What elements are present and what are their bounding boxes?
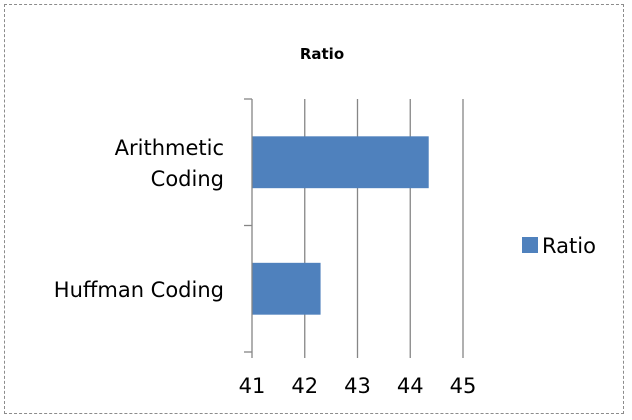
chart-title: Ratio xyxy=(300,45,344,63)
x-tick-label-42: 42 xyxy=(291,374,318,398)
legend-label-ratio: Ratio xyxy=(542,234,596,258)
bar-huffman-coding xyxy=(252,262,321,315)
x-tick-label-44: 44 xyxy=(397,374,424,398)
bars xyxy=(252,136,429,315)
x-tick-label-41: 41 xyxy=(239,374,266,398)
chart-frame xyxy=(4,4,624,414)
category-label-arithmetic-coding-line-1: Coding xyxy=(151,167,224,191)
legend-swatch-ratio xyxy=(522,237,538,253)
legend: Ratio xyxy=(522,234,596,258)
category-label-arithmetic-coding-line-0: Arithmetic xyxy=(115,136,224,160)
x-tick-label-43: 43 xyxy=(344,374,371,398)
bar-arithmetic-coding xyxy=(252,136,429,189)
x-tick-label-45: 45 xyxy=(450,374,477,398)
category-label-huffman-coding-line-0: Huffman Coding xyxy=(54,278,224,302)
labels: 41 42 43 44 45 Arithmetic Coding Huffman Coding xyxy=(54,136,477,398)
axes xyxy=(244,98,464,358)
